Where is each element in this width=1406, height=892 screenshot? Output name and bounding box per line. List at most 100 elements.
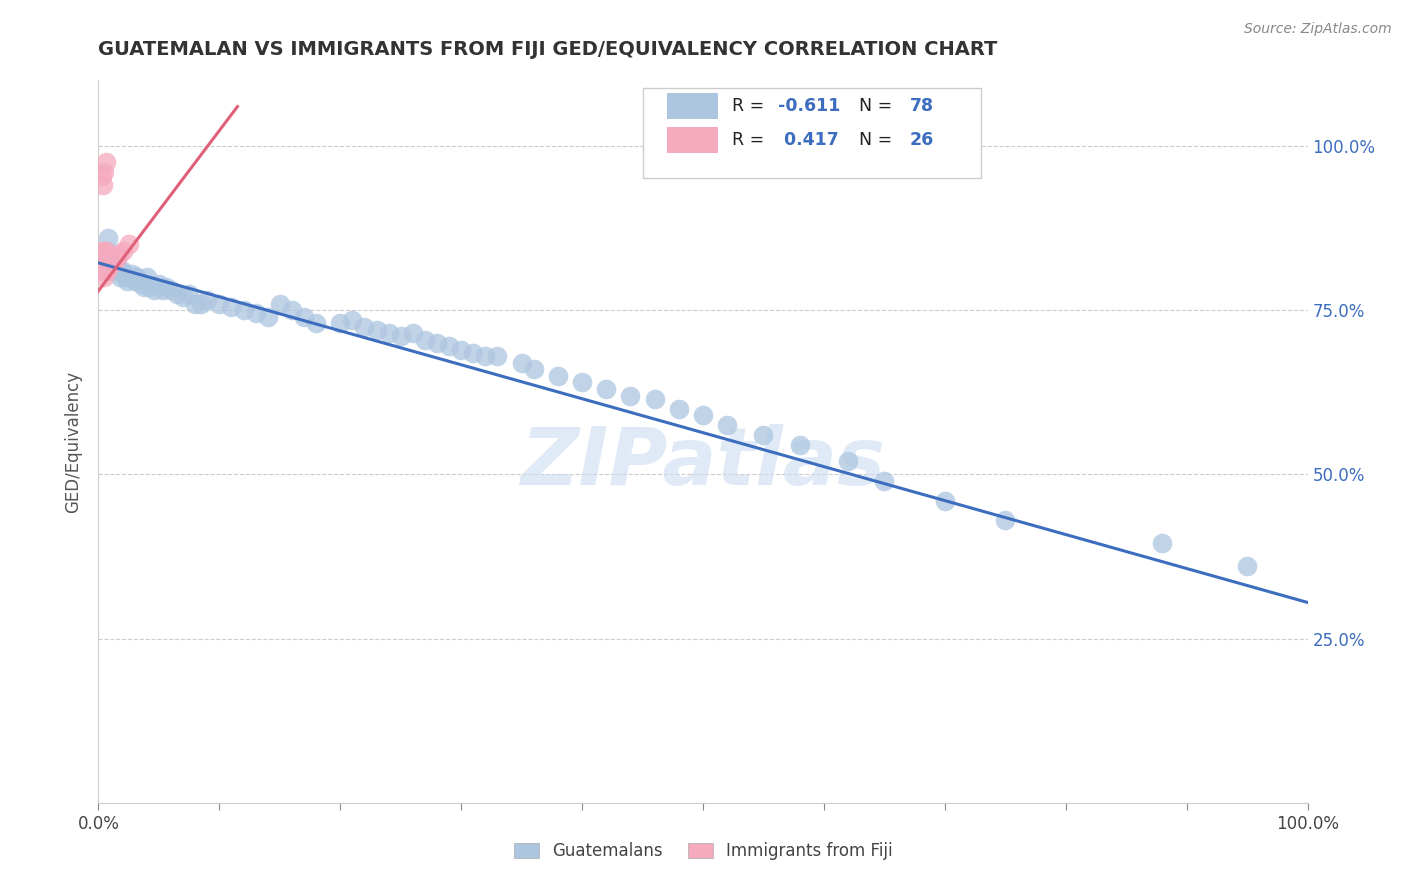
Point (100, 257, 122, 271)
Text: -0.611: -0.611 (778, 97, 841, 115)
Point (104, 252, 127, 266)
Point (93, 244, 115, 258)
Point (105, 260, 128, 275)
Point (121, 267, 143, 281)
Point (463, 346, 485, 360)
Point (1152, 536, 1174, 550)
Point (292, 310, 315, 324)
Point (97, 231, 120, 245)
Point (91, 257, 114, 271)
Point (668, 401, 690, 416)
Point (305, 316, 328, 330)
Point (342, 313, 364, 327)
Point (139, 280, 162, 294)
Point (172, 290, 194, 304)
Text: Source: ZipAtlas.com: Source: ZipAtlas.com (1244, 22, 1392, 37)
Point (127, 270, 149, 285)
Point (98, 251, 121, 265)
Point (571, 376, 593, 390)
Point (510, 356, 533, 370)
Point (134, 280, 156, 294)
Point (98, 257, 121, 271)
Point (994, 513, 1017, 527)
Point (96, 257, 118, 271)
Point (595, 382, 617, 396)
Point (245, 306, 267, 320)
Point (789, 438, 811, 452)
Point (644, 392, 666, 406)
Text: GUATEMALAN VS IMMIGRANTS FROM FIJI GED/EQUIVALENCY CORRELATION CHART: GUATEMALAN VS IMMIGRANTS FROM FIJI GED/E… (98, 40, 998, 59)
Point (474, 349, 496, 363)
Point (366, 323, 388, 337)
Point (1236, 559, 1258, 574)
Point (94, 155, 117, 169)
Point (389, 329, 412, 343)
Point (105, 251, 128, 265)
Point (101, 254, 124, 268)
Point (96, 257, 118, 271)
Point (100, 251, 122, 265)
Point (108, 264, 131, 278)
Point (873, 474, 896, 488)
Point (619, 388, 641, 402)
Point (195, 293, 218, 308)
Point (93, 165, 115, 179)
Point (111, 244, 134, 258)
Point (692, 409, 714, 423)
Point (486, 349, 509, 363)
Point (155, 280, 177, 294)
Point (91, 244, 114, 258)
Point (100, 254, 122, 268)
Point (118, 270, 141, 285)
Point (114, 267, 136, 281)
Point (124, 274, 146, 288)
Point (115, 270, 138, 285)
Point (166, 286, 188, 301)
Point (752, 428, 775, 442)
Point (160, 284, 183, 298)
Point (97, 260, 120, 275)
FancyBboxPatch shape (666, 128, 717, 153)
Point (190, 296, 212, 310)
Point (124, 270, 146, 285)
Point (101, 257, 124, 271)
Text: N =: N = (848, 97, 898, 115)
Point (111, 264, 134, 278)
Point (377, 326, 399, 341)
Point (437, 339, 460, 353)
Text: R =: R = (733, 131, 769, 149)
Point (91, 178, 114, 193)
Point (94, 257, 117, 271)
Text: 0.417: 0.417 (778, 131, 839, 149)
Point (135, 270, 157, 285)
Point (103, 254, 125, 268)
Point (97, 251, 120, 265)
Point (281, 303, 304, 318)
Point (523, 362, 546, 376)
Point (353, 319, 375, 334)
Point (716, 418, 738, 433)
Point (148, 277, 170, 291)
Point (103, 260, 125, 275)
Text: N =: N = (848, 131, 898, 149)
Point (100, 251, 122, 265)
Point (117, 274, 139, 288)
Point (221, 300, 243, 314)
Point (413, 333, 436, 347)
Point (105, 257, 128, 271)
FancyBboxPatch shape (643, 87, 981, 178)
Point (94, 264, 117, 278)
Point (152, 284, 174, 298)
Point (450, 343, 472, 357)
Point (100, 257, 122, 271)
Point (108, 270, 131, 285)
Text: 78: 78 (910, 97, 934, 115)
Point (934, 493, 956, 508)
Point (179, 286, 201, 301)
Point (184, 296, 207, 310)
Point (329, 316, 352, 330)
Point (96, 244, 118, 258)
Point (143, 284, 166, 298)
Point (101, 264, 124, 278)
Legend: Guatemalans, Immigrants from Fiji: Guatemalans, Immigrants from Fiji (508, 836, 898, 867)
